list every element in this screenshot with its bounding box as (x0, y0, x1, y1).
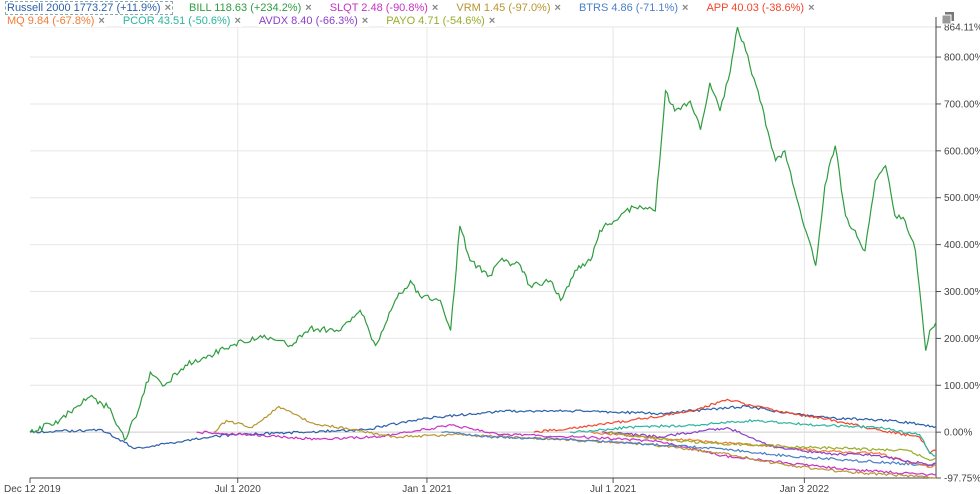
remove-series-icon[interactable]: × (234, 15, 241, 27)
series-line-app (533, 398, 937, 455)
y-tick-label: 100.00% (944, 381, 980, 392)
y-tick-label: -97.75% (944, 474, 980, 485)
legend-label: MQ 9.84 (-67.8%) (7, 15, 95, 27)
legend-label: VRM 1.45 (-97.0%) (456, 2, 551, 14)
x-tick-label: Dec 12 2019 (4, 484, 61, 494)
series-line-vrm (213, 405, 937, 479)
y-tick-label: 700.00% (944, 99, 980, 110)
y-tick-label: 0.00% (944, 428, 972, 439)
legend-label: APP 40.03 (-38.6%) (706, 2, 805, 14)
legend-label: Russell 2000 1773.27 (+11.9%) (7, 2, 161, 14)
legend-item[interactable]: VRM 1.45 (-97.0%) × (455, 2, 562, 14)
remove-series-icon[interactable]: × (554, 2, 561, 14)
series-line-slqt (196, 423, 937, 476)
remove-series-icon[interactable]: × (488, 15, 496, 27)
legend-item[interactable]: SLQT 2.48 (-90.8%) × (328, 2, 440, 14)
y-tick-label: 500.00% (944, 193, 980, 204)
y-tick-label: 200.00% (944, 334, 980, 345)
x-tick-label: Jul 1 2021 (590, 484, 637, 494)
legend-item[interactable]: AVDX 8.40 (-66.3%) × (257, 15, 370, 27)
remove-series-icon[interactable]: × (361, 15, 369, 27)
legend-label: BTRS 4.86 (-71.1%) (578, 2, 678, 14)
legend-item[interactable]: MQ 9.84 (-67.8%) × (6, 15, 106, 27)
legend: Russell 2000 1773.27 (+11.9%) × BILL 118.6… (4, 1, 931, 27)
y-tick-label: 600.00% (944, 146, 980, 157)
legend-item[interactable]: PCOR 43.51 (-50.6%) × (121, 15, 242, 27)
legend-item[interactable]: BTRS 4.86 (-71.1%) × (577, 2, 690, 14)
legend-item[interactable]: APP 40.03 (-38.6%) × (705, 2, 816, 14)
remove-series-icon[interactable]: × (808, 2, 815, 14)
copy-icon[interactable] (941, 11, 955, 25)
y-tick-label: 400.00% (944, 240, 980, 251)
x-tick-label: Jan 3 2022 (780, 484, 830, 494)
series-line-bill (29, 26, 937, 442)
y-tick-label: 300.00% (944, 287, 980, 298)
remove-series-icon[interactable]: × (305, 2, 312, 14)
legend-label: PAYO 4.71 (-54.6%) (386, 15, 485, 27)
remove-series-icon[interactable]: × (164, 2, 172, 14)
remove-series-icon[interactable]: × (682, 2, 689, 14)
remove-series-icon[interactable]: × (431, 2, 439, 14)
x-tick-label: Jan 1 2021 (402, 484, 452, 494)
remove-series-icon[interactable]: × (98, 15, 105, 27)
legend-item[interactable]: Russell 2000 1773.27 (+11.9%) × (4, 1, 174, 15)
legend-item[interactable]: PAYO 4.71 (-54.6%) × (385, 15, 497, 27)
legend-label: SLQT 2.48 (-90.8%) (329, 2, 428, 14)
legend-label: BILL 118.63 (+234.2%) (189, 2, 302, 14)
series-line-pcor (569, 418, 936, 457)
legend-label: AVDX 8.40 (-66.3%) (258, 15, 358, 27)
y-tick-label: 864.11% (944, 23, 980, 34)
series-line-btrs (441, 431, 937, 467)
x-tick-label: Jul 1 2020 (215, 484, 262, 494)
series-line-payo (606, 431, 937, 461)
plot-area (30, 27, 936, 478)
legend-item[interactable]: BILL 118.63 (+234.2%) × (188, 2, 313, 14)
y-tick-label: 800.00% (944, 53, 980, 64)
legend-label: PCOR 43.51 (-50.6%) (122, 15, 231, 27)
